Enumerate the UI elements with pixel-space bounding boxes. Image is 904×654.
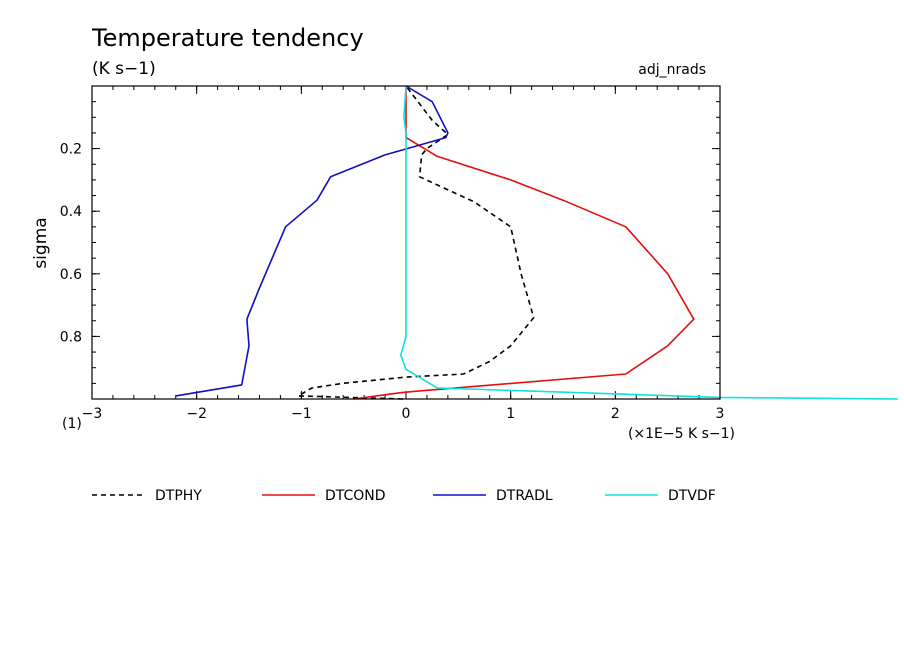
y-tick-label: 0.6 <box>60 267 82 283</box>
x-tick-label: −1 <box>291 406 312 422</box>
legend: DTPHY DTCOND DTRADL DTVDF <box>92 488 716 504</box>
corner-label: (1) <box>62 416 82 432</box>
x-axis-label: (×1E−5 K s−1) <box>628 426 735 442</box>
x-tick-label: −3 <box>82 406 103 422</box>
x-tick-label: −2 <box>186 406 207 422</box>
series-line-dtradl <box>175 85 449 397</box>
x-tick-label: 3 <box>716 406 725 422</box>
y-tick-label: 0.2 <box>60 142 82 158</box>
chart-title: Temperature tendency <box>91 24 364 52</box>
x-tick-label: 0 <box>402 406 411 422</box>
y-tick-label: 0.8 <box>60 329 82 345</box>
series-line-dtcond <box>353 86 695 400</box>
series-line-dtphy <box>297 85 535 400</box>
x-tick-label: 1 <box>506 406 515 422</box>
chart-tag: adj_nrads <box>638 62 706 78</box>
legend-label: DTCOND <box>325 488 386 504</box>
series-line-dtvdf <box>399 85 898 400</box>
axis-ticks: −3 −2 −1 0 1 2 3 0.2 0.4 0.6 0.8 <box>60 86 725 422</box>
series-layer <box>175 85 898 400</box>
legend-label: DTVDF <box>668 488 716 504</box>
y-axis-label: sigma <box>31 217 51 268</box>
plot-frame <box>91 85 721 400</box>
chart-units: (K s−1) <box>92 59 156 79</box>
legend-label: DTRADL <box>496 488 553 504</box>
y-tick-label: 0.4 <box>60 204 82 220</box>
legend-label: DTPHY <box>155 488 202 504</box>
x-tick-label: 2 <box>611 406 620 422</box>
